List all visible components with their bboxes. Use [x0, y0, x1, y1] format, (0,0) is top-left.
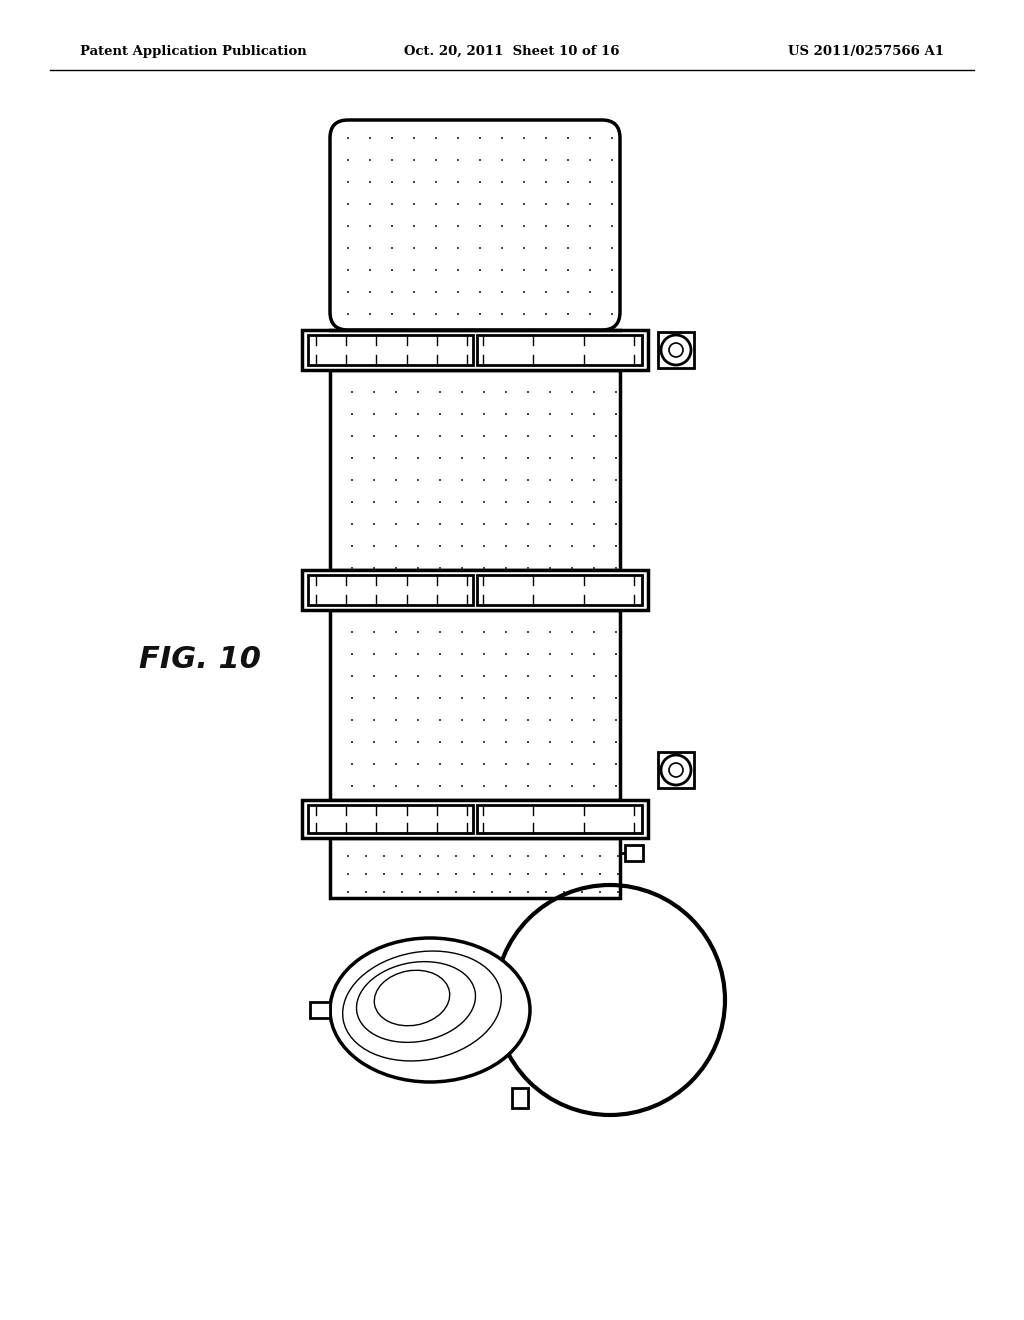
Bar	[302, 330, 648, 370]
Bar	[477, 805, 642, 833]
Bar	[512, 1088, 528, 1107]
Ellipse shape	[330, 939, 530, 1082]
Bar	[302, 570, 648, 610]
Bar	[625, 845, 643, 861]
Text: Patent Application Publication: Patent Application Publication	[80, 45, 307, 58]
Text: FIG. 10: FIG. 10	[139, 645, 261, 675]
Text: US 2011/0257566 A1: US 2011/0257566 A1	[788, 45, 944, 58]
Bar	[330, 838, 620, 898]
FancyBboxPatch shape	[330, 120, 620, 330]
Bar	[302, 800, 648, 838]
Bar	[330, 610, 620, 800]
Circle shape	[662, 755, 691, 785]
Bar	[330, 370, 620, 570]
Bar	[308, 805, 473, 833]
Text: Oct. 20, 2011  Sheet 10 of 16: Oct. 20, 2011 Sheet 10 of 16	[404, 45, 620, 58]
Bar	[658, 752, 694, 788]
Bar	[308, 576, 473, 605]
Bar	[477, 576, 642, 605]
Circle shape	[669, 343, 683, 356]
Bar	[308, 335, 473, 366]
Bar	[310, 1002, 330, 1018]
Circle shape	[662, 335, 691, 366]
Bar	[477, 335, 642, 366]
Circle shape	[669, 763, 683, 777]
Bar	[658, 333, 694, 368]
